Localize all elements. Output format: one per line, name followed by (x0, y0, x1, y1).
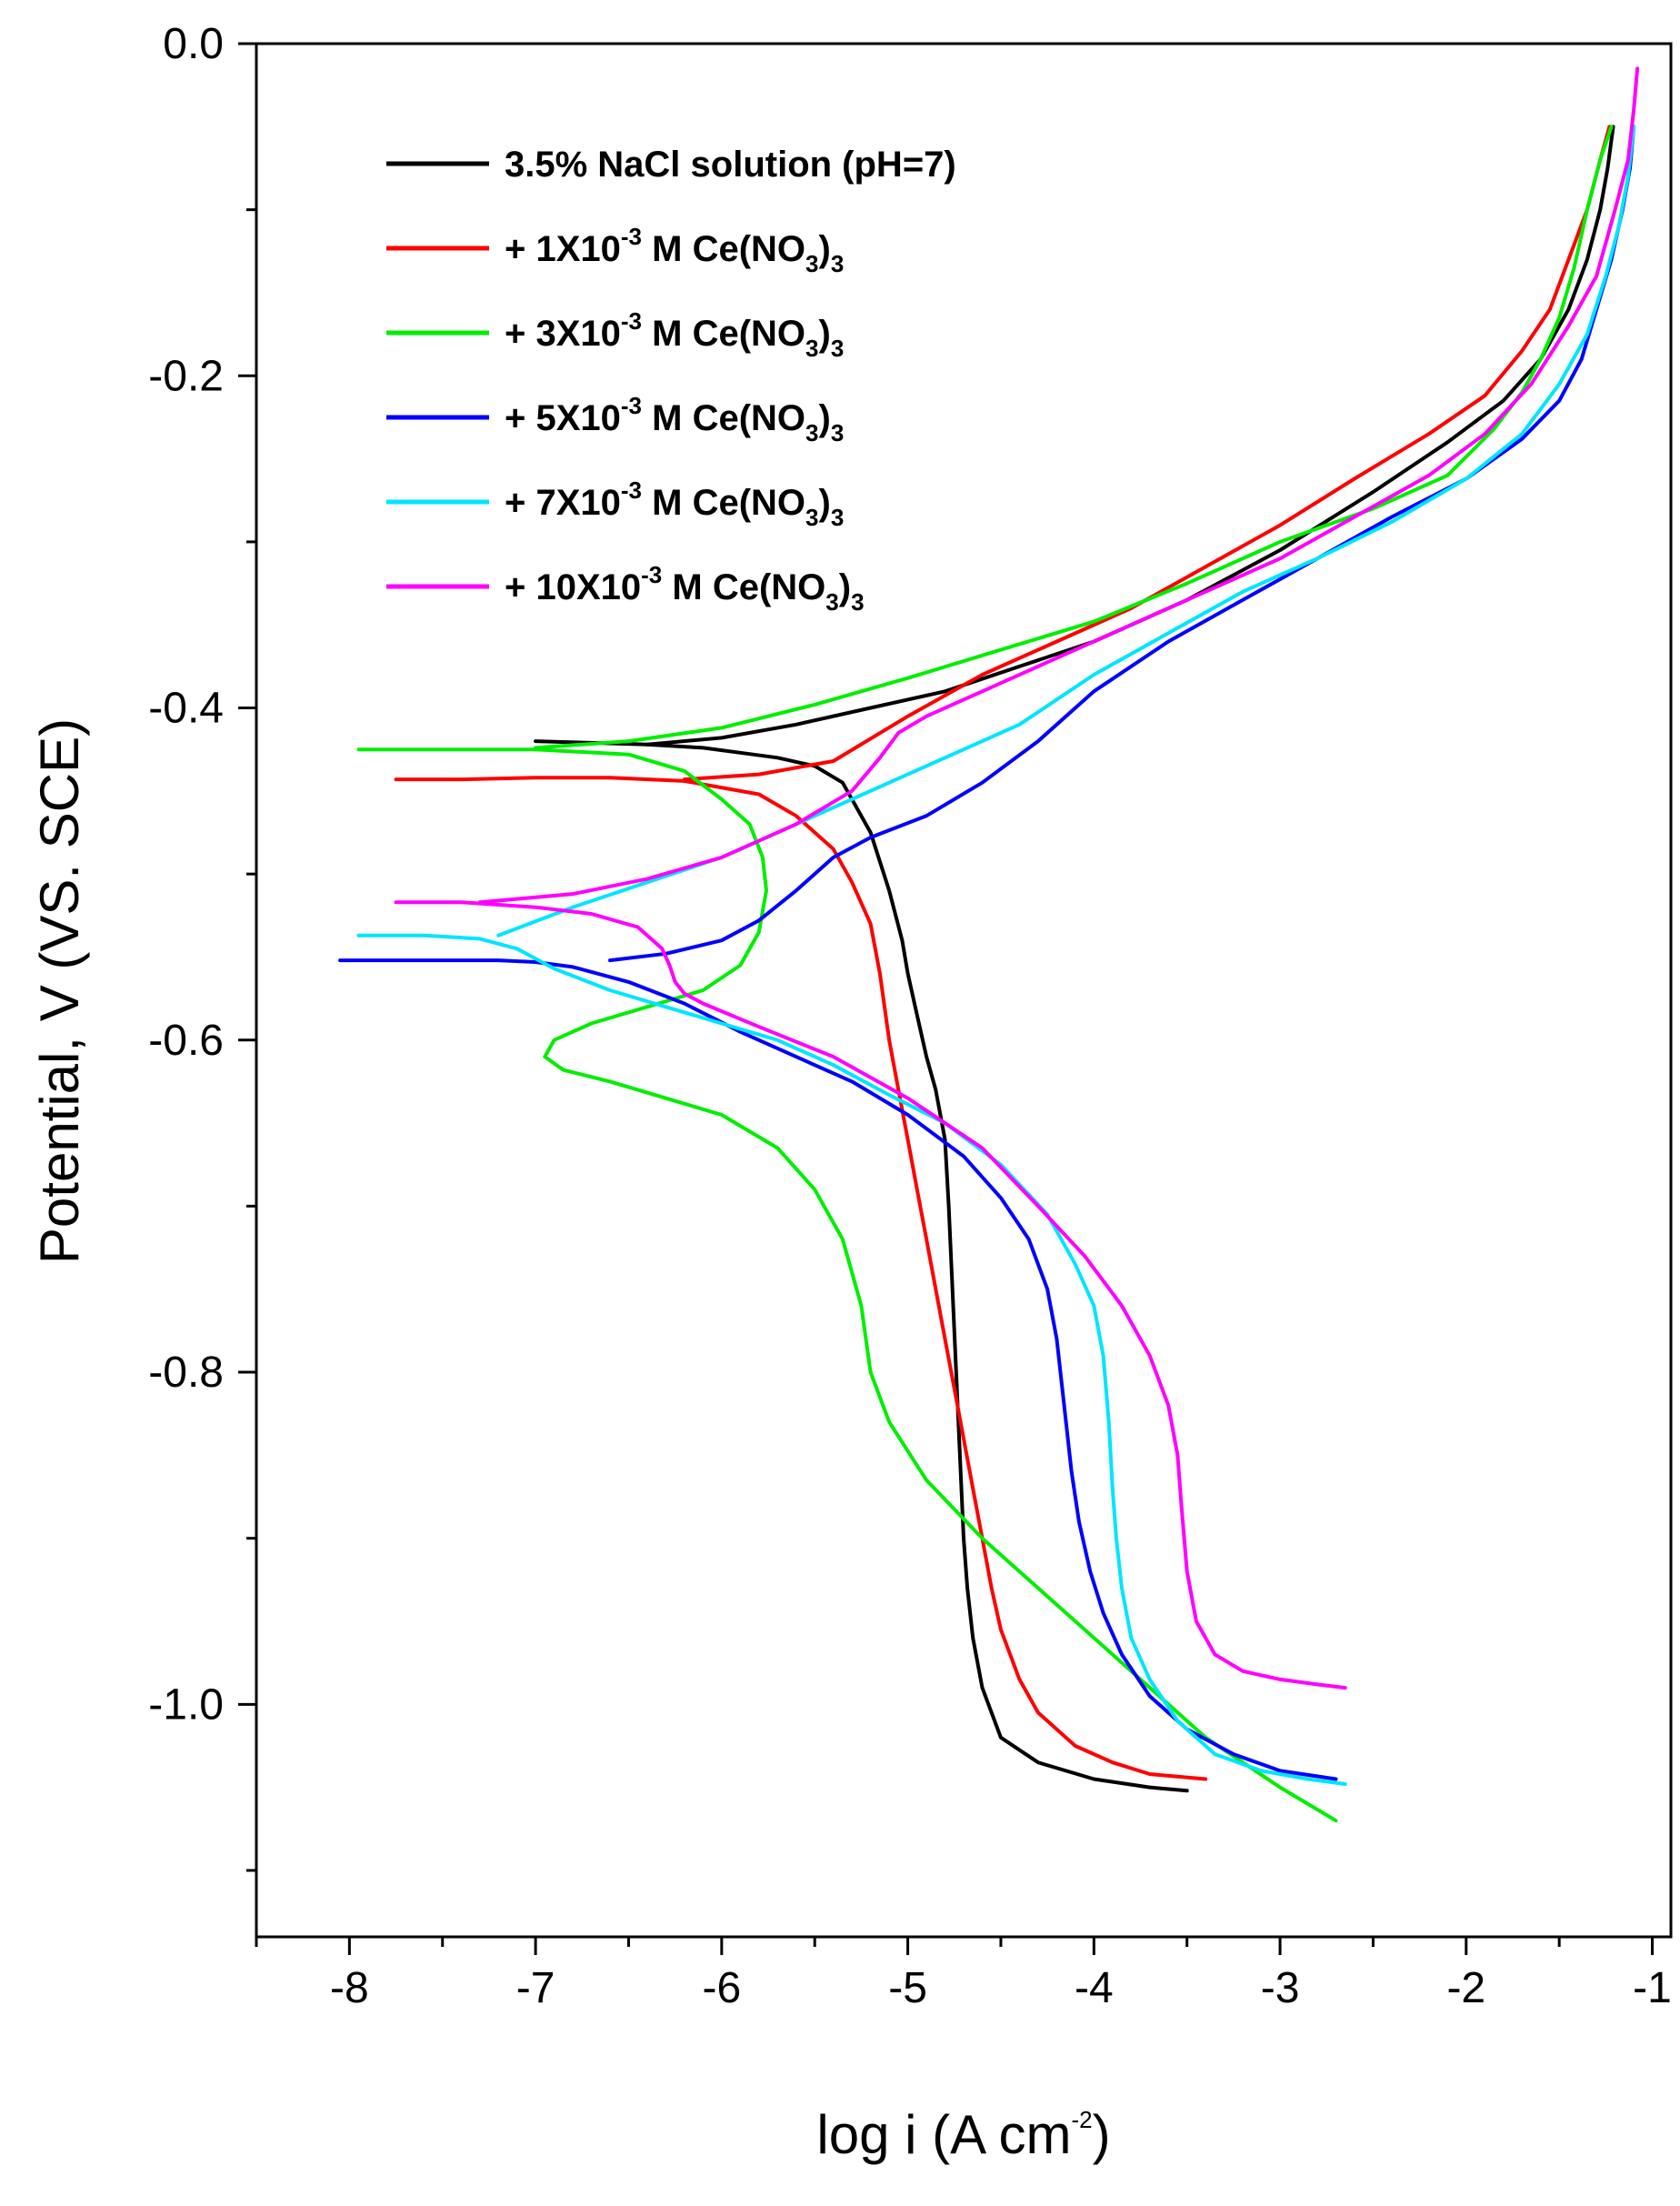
series-6-anodic-line (477, 66, 1640, 905)
plot-frame (255, 42, 1673, 1939)
legend-label-1: 3.5% NaCl solution (pH=7) (505, 145, 956, 185)
legend-label-5: + 7X10-3 M Ce(NO3)3 (505, 476, 844, 531)
series-4-cathodic-line (338, 958, 1338, 1781)
series-3-anodic-line (534, 125, 1614, 750)
series-1-cathodic-line (534, 739, 1189, 1793)
legend-label-6: + 10X10-3 M Ce(NO3)3 (505, 561, 865, 616)
x-axis-title: log i (A cm-2) (816, 2104, 1110, 2165)
legend-label-2: + 1X10-3 M Ce(NO3)3 (505, 223, 844, 277)
y-tick-label: -0.4 (148, 685, 224, 733)
legend: 3.5% NaCl solution (pH=7) + 1X10-3 M Ce(N… (386, 145, 956, 616)
series-5-cathodic-line (356, 933, 1347, 1786)
x-tick-label: -2 (1446, 1964, 1485, 2012)
x-tick-label: -1 (1633, 1964, 1672, 2012)
series-2-cathodic-line (394, 776, 1208, 1781)
series-6-cathodic-line (394, 900, 1347, 1690)
legend-label-3: + 3X10-3 M Ce(NO3)3 (505, 307, 844, 362)
x-axis-ticks: -8 -7 -6 -5 -4 -3 -2 -1 (255, 1937, 1672, 2012)
x-axis-title-sup: -2 (1071, 2106, 1092, 2133)
x-tick-label: -6 (702, 1964, 741, 2012)
series-3-cathodic-line (356, 747, 1338, 1823)
y-tick-label: -0.6 (148, 1017, 224, 1065)
x-tick-label: -7 (516, 1964, 555, 2012)
y-axis-ticks: 0.0 -0.2 -0.4 -0.6 -0.8 -1.0 (148, 20, 256, 1872)
y-tick-label: -1.0 (148, 1680, 224, 1729)
x-tick-label: -8 (330, 1964, 369, 2012)
legend-label-4: + 5X10-3 M Ce(NO3)3 (505, 392, 844, 446)
series-1-anodic-line (645, 125, 1615, 747)
series-lines (338, 66, 1640, 1823)
y-tick-label: -0.2 (148, 352, 224, 400)
y-tick-label: 0.0 (163, 20, 224, 68)
x-tick-label: -4 (1075, 1964, 1114, 2012)
series-2-anodic-line (682, 125, 1612, 782)
x-tick-label: -3 (1261, 1964, 1300, 2012)
y-tick-label: -0.8 (148, 1349, 224, 1397)
y-axis-title: Potential, V (VS. SCE) (29, 718, 90, 1264)
x-tick-label: -5 (888, 1964, 927, 2012)
x-axis-title-close: ) (1093, 2104, 1111, 2165)
x-axis-title-main: log i (A cm (816, 2104, 1071, 2165)
